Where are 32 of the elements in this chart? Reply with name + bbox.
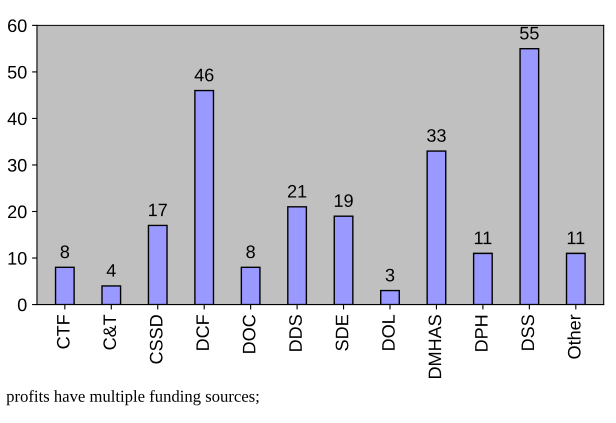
x-tick-label: DMHAS <box>428 315 442 378</box>
data-label: 11 <box>568 232 584 244</box>
x-tick-label: Other <box>567 314 581 359</box>
data-label: 19 <box>334 194 353 208</box>
data-label: 8 <box>246 245 255 258</box>
data-label: 33 <box>427 129 446 142</box>
data-label: 11 <box>474 232 492 244</box>
x-tick-label: DDS <box>289 315 302 351</box>
x-tick-label: DOL <box>382 314 395 350</box>
y-tick-label: 0 <box>18 298 27 312</box>
x-tick-label: CTF <box>56 315 70 348</box>
x-tick-label: DOC <box>242 314 256 353</box>
x-tick-label: C&T <box>103 314 116 350</box>
y-tick-label: 60 <box>8 19 27 32</box>
x-tick-label: DPH <box>475 316 488 351</box>
data-label: 3 <box>386 268 394 282</box>
y-tick-label: 40 <box>8 112 27 126</box>
data-label: 46 <box>194 68 214 82</box>
text: profits have multiple funding sources; <box>6 390 259 406</box>
y-tick-label: 30 <box>8 158 27 172</box>
data-label: 21 <box>288 184 306 198</box>
x-tick-label: DSS <box>521 315 534 350</box>
data-label: 4 <box>106 264 116 277</box>
y-tick-label: 20 <box>8 205 27 218</box>
data-label: 55 <box>520 26 539 40</box>
data-label: 8 <box>60 245 70 258</box>
x-tick-label: SDE <box>336 315 348 351</box>
y-tick-label: 10 <box>8 252 27 265</box>
data-label: 17 <box>149 204 167 216</box>
y-tick-label: 50 <box>8 66 27 79</box>
x-tick-label: DCF <box>196 315 210 350</box>
x-tick-label: CSSD <box>150 315 163 364</box>
